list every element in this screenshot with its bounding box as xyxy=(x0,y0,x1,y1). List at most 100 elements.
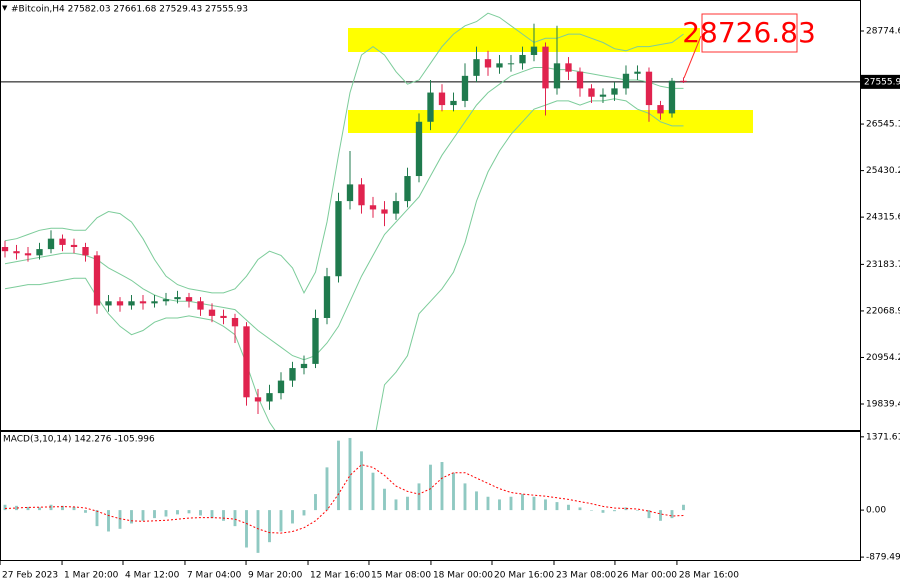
annotation: 28726.83 xyxy=(682,16,816,49)
chart-title: #Bitcoin,H4 27582.03 27661.68 27529.43 2… xyxy=(11,5,248,15)
candle-body xyxy=(36,249,43,256)
macd-bar xyxy=(532,496,536,511)
price-plot xyxy=(0,12,860,430)
candle-body xyxy=(680,80,687,82)
macd-bar xyxy=(429,464,432,511)
macd-bar xyxy=(498,499,501,511)
candle-body xyxy=(358,184,365,206)
y-tick-label: 23183.70 xyxy=(866,260,900,270)
candle-body xyxy=(542,46,549,89)
candle-body xyxy=(565,63,572,72)
candle-body xyxy=(323,276,331,318)
macd-bar xyxy=(314,494,317,511)
macd-bar xyxy=(302,510,306,516)
macd-bar xyxy=(555,502,559,511)
candle-body xyxy=(496,63,503,68)
candle-body xyxy=(139,301,147,304)
y-tick-label: 19839.45 xyxy=(866,399,900,409)
current-price-label: 27555.93 xyxy=(864,77,900,87)
candle-body xyxy=(289,368,296,381)
macd-bar xyxy=(38,507,41,511)
macd-bar xyxy=(371,472,375,511)
macd-bar xyxy=(141,510,145,521)
candle-body xyxy=(461,75,469,101)
macd-bar xyxy=(84,510,87,513)
x-tick-label: 9 Mar 20:00 xyxy=(248,571,303,581)
candle-body xyxy=(128,301,135,306)
current-price-box xyxy=(861,74,900,89)
macd-bar xyxy=(348,437,352,511)
support-zone xyxy=(348,110,753,133)
macd-bar xyxy=(463,483,467,511)
macd-bar xyxy=(383,488,386,511)
candle-body xyxy=(634,71,641,74)
x-tick-label: 1 Mar 20:00 xyxy=(64,571,119,581)
candle-body xyxy=(427,92,434,122)
candle-body xyxy=(243,326,250,398)
candle-body xyxy=(300,363,308,369)
candle-body xyxy=(162,299,170,302)
candle-body xyxy=(174,297,181,300)
macd-bar xyxy=(233,510,237,527)
candle-body xyxy=(93,255,101,306)
bollinger-lower xyxy=(4,98,684,430)
macd-bar xyxy=(417,483,421,511)
y-tick-label: 22068.95 xyxy=(866,306,900,316)
macd-bar xyxy=(199,510,202,516)
x-tick-label: 12 Mar 16:00 xyxy=(310,571,370,581)
macd-bar xyxy=(164,510,168,517)
candle-body xyxy=(312,317,319,364)
macd-bar xyxy=(509,496,513,511)
annotation-box xyxy=(701,13,798,53)
candle-body xyxy=(622,73,630,89)
x-tick-label: 7 Mar 04:00 xyxy=(187,571,242,581)
macd-bar xyxy=(49,504,53,511)
candle-body xyxy=(530,46,538,55)
y-tick-label: 26545.10 xyxy=(866,120,900,130)
macd-bar xyxy=(521,494,524,511)
candle-body xyxy=(59,238,66,245)
x-tick-label: 20 Mar 16:00 xyxy=(494,571,554,581)
macd-bar xyxy=(107,510,110,532)
macd-bar xyxy=(670,510,674,519)
x-tick-label: 27 Feb 2023 xyxy=(2,571,58,581)
macd-bar xyxy=(647,510,651,519)
candle-body xyxy=(657,105,664,114)
candle-body xyxy=(588,88,595,97)
macd-bar xyxy=(210,510,214,519)
macd-bar xyxy=(659,510,662,521)
macd-bar xyxy=(452,472,455,511)
macd-bar xyxy=(61,505,64,511)
candle-body xyxy=(473,59,480,76)
candle-body xyxy=(438,92,446,106)
macd-bar xyxy=(72,506,76,511)
x-tick-label: 15 Mar 08:00 xyxy=(371,571,431,581)
macd-bar xyxy=(130,510,133,524)
candle-body xyxy=(392,201,400,214)
candle-body xyxy=(553,63,561,89)
price-frame xyxy=(0,0,861,431)
macd-bar xyxy=(590,510,593,511)
forecast-line xyxy=(683,35,702,79)
macd-bar xyxy=(187,510,191,514)
x-tick-label: 4 Mar 12:00 xyxy=(125,571,180,581)
candle-body xyxy=(185,297,193,302)
macd-signal xyxy=(4,464,684,534)
macd-bar xyxy=(118,510,122,529)
macd-bar xyxy=(176,510,179,515)
macd-bar xyxy=(268,510,271,543)
macd-bar xyxy=(406,496,409,511)
candle-body xyxy=(13,251,20,254)
candle-body xyxy=(266,393,273,402)
macd-bar xyxy=(95,510,99,527)
candle-body xyxy=(484,59,492,68)
macd-bar xyxy=(682,504,685,511)
candle-body xyxy=(197,301,204,310)
candle-body xyxy=(404,176,411,202)
macd-bar xyxy=(544,499,547,511)
bollinger-upper xyxy=(4,12,684,295)
y-tick-label: 20954.20 xyxy=(866,353,900,363)
macd-bar xyxy=(636,510,639,511)
candle-body xyxy=(277,380,285,394)
